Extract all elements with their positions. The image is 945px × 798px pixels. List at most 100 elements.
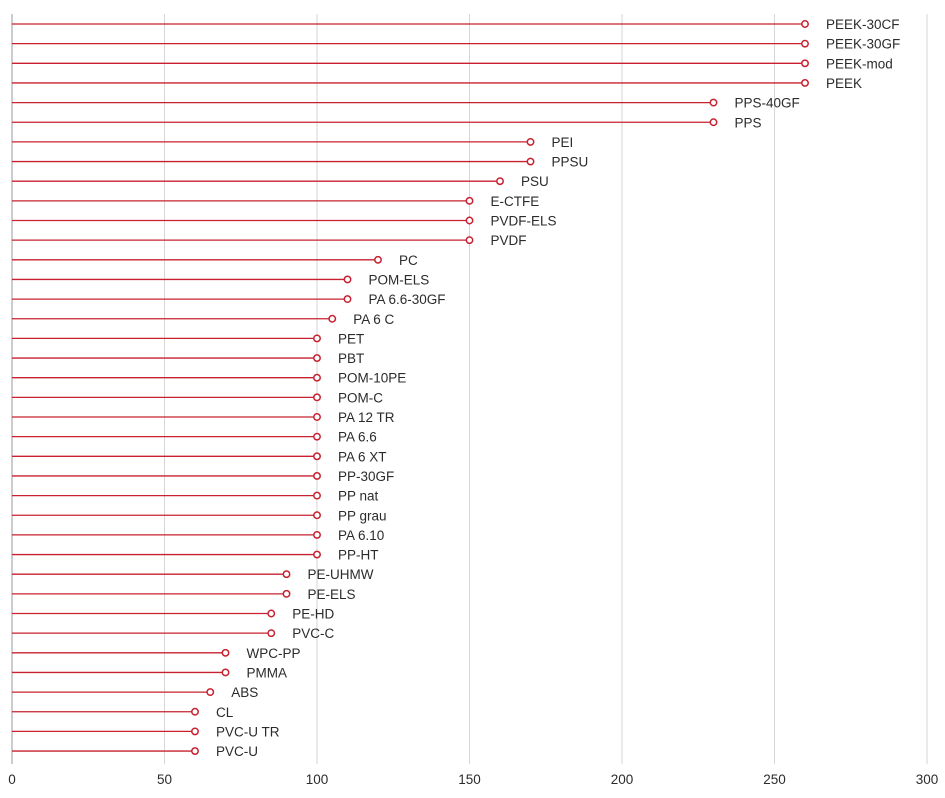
lollipop-row: PE-UHMW <box>12 567 374 582</box>
lollipop-point <box>313 491 321 500</box>
category-label: PET <box>338 331 364 346</box>
lollipop-row: PVDF <box>12 233 527 248</box>
lollipop-point <box>465 216 474 225</box>
lollipop-row: PA 6.10 <box>12 528 384 543</box>
lollipop-point <box>313 550 321 559</box>
lollipop-row: PSU <box>12 174 549 189</box>
category-label: PP-HT <box>338 548 379 563</box>
category-label: PEEK-30CF <box>826 17 900 32</box>
category-label: PVDF-ELS <box>491 214 557 229</box>
category-label: PEI <box>552 135 574 150</box>
x-tick-label: 150 <box>458 772 481 787</box>
lollipop-row: PE-ELS <box>12 587 356 602</box>
lollipop-row: PC <box>12 253 418 268</box>
category-label: PEEK-mod <box>826 56 893 71</box>
category-label: PVC-U <box>216 744 258 759</box>
lollipop-point <box>282 570 291 579</box>
lollipop-row: PPSU <box>12 155 588 170</box>
lollipop-row: ABS <box>12 685 258 700</box>
lollipop-row: PA 12 TR <box>12 410 395 425</box>
category-label: PPS <box>735 115 762 130</box>
category-label: PP nat <box>338 489 379 504</box>
category-label: PE-ELS <box>308 587 356 602</box>
lollipop-row: POM-10PE <box>12 371 406 386</box>
x-tick-label: 50 <box>157 772 172 787</box>
lollipop-point <box>374 255 382 264</box>
x-tick-label: 0 <box>8 772 16 787</box>
category-label: POM-C <box>338 390 383 405</box>
lollipop-point <box>206 688 215 697</box>
category-label: POM-10PE <box>338 371 406 386</box>
lollipop-point <box>267 609 276 618</box>
category-label: PA 6 XT <box>338 449 387 464</box>
lollipop-point <box>709 118 718 127</box>
category-label: PC <box>399 253 418 268</box>
x-tick-label: 100 <box>306 772 329 787</box>
lollipop-row: PA 6.6 <box>12 430 377 445</box>
lollipop-point <box>267 629 276 638</box>
category-label: POM-ELS <box>369 272 430 287</box>
lollipop-point <box>313 413 321 421</box>
lollipop-row: PE-HD <box>12 607 335 622</box>
x-axis: 0 50 100 150 200 250 300 <box>8 772 938 787</box>
lollipop-point <box>313 511 321 520</box>
lollipop-row: PPS-40GF <box>12 96 800 111</box>
lollipop-point <box>526 157 535 166</box>
category-label: PBT <box>338 351 364 366</box>
category-label: PPSU <box>552 155 589 170</box>
lollipop-point <box>709 98 718 107</box>
lollipop-row: PVC-C <box>12 626 335 641</box>
lollipop-row: PP-30GF <box>12 469 394 484</box>
lollipop-row: POM-C <box>12 390 383 405</box>
lollipop-point <box>313 530 321 539</box>
lollipop-row: PVC-U <box>12 744 258 759</box>
category-label: PVC-C <box>292 626 334 641</box>
lollipop-row: PEI <box>12 135 573 150</box>
lollipop-point <box>191 707 199 716</box>
category-label: PE-UHMW <box>308 567 374 582</box>
lollipop-row: PEEK-mod <box>12 56 893 71</box>
category-label: PMMA <box>247 665 288 680</box>
category-label: PE-HD <box>292 607 334 622</box>
category-label: CL <box>216 705 234 720</box>
lollipop-point <box>313 452 321 461</box>
lollipop-row: PP grau <box>12 508 387 523</box>
grid-lines <box>11 14 928 764</box>
lollipop-row: PEEK-30GF <box>12 37 900 52</box>
x-tick-label: 250 <box>763 772 786 787</box>
lollipop-row: PP nat <box>12 489 379 504</box>
lollipop-point <box>465 236 474 245</box>
category-label: ABS <box>231 685 258 700</box>
data-series: PEEK-30CF PEEK-30GF PEEK-mod PEEK PPS-40GF PP… <box>12 17 900 759</box>
lollipop-row: WPC-PP <box>12 646 301 661</box>
category-label: PA 6.6 <box>338 430 377 445</box>
lollipop-point <box>313 472 321 480</box>
lollipop-row: PP-HT <box>12 548 379 563</box>
lollipop-point <box>221 668 230 677</box>
category-label: PP-30GF <box>338 469 394 484</box>
lollipop-point <box>343 275 352 284</box>
category-label: PA 6.10 <box>338 528 384 543</box>
category-label: PEEK <box>826 76 862 91</box>
category-label: PEEK-30GF <box>826 37 900 52</box>
lollipop-row: PPS <box>12 115 762 130</box>
lollipop-point <box>465 196 474 205</box>
lollipop-point <box>282 589 291 598</box>
lollipop-row: PA 6.6-30GF <box>12 292 446 307</box>
category-label: PA 6.6-30GF <box>369 292 446 307</box>
x-tick-label: 300 <box>916 772 939 787</box>
lollipop-row: E-CTFE <box>12 194 539 209</box>
lollipop-point <box>526 137 535 146</box>
lollipop-point <box>328 314 337 323</box>
lollipop-point <box>313 432 321 441</box>
x-tick-label: 200 <box>611 772 634 787</box>
lollipop-row: POM-ELS <box>12 272 429 287</box>
category-label: PPS-40GF <box>735 96 800 111</box>
category-label: PVC-U TR <box>216 724 280 739</box>
lollipop-row: PEEK <box>12 76 862 91</box>
lollipop-point <box>313 334 321 343</box>
lollipop-point <box>801 39 809 48</box>
lollipop-row: PVDF-ELS <box>12 214 557 229</box>
lollipop-row: PVC-U TR <box>12 724 280 739</box>
